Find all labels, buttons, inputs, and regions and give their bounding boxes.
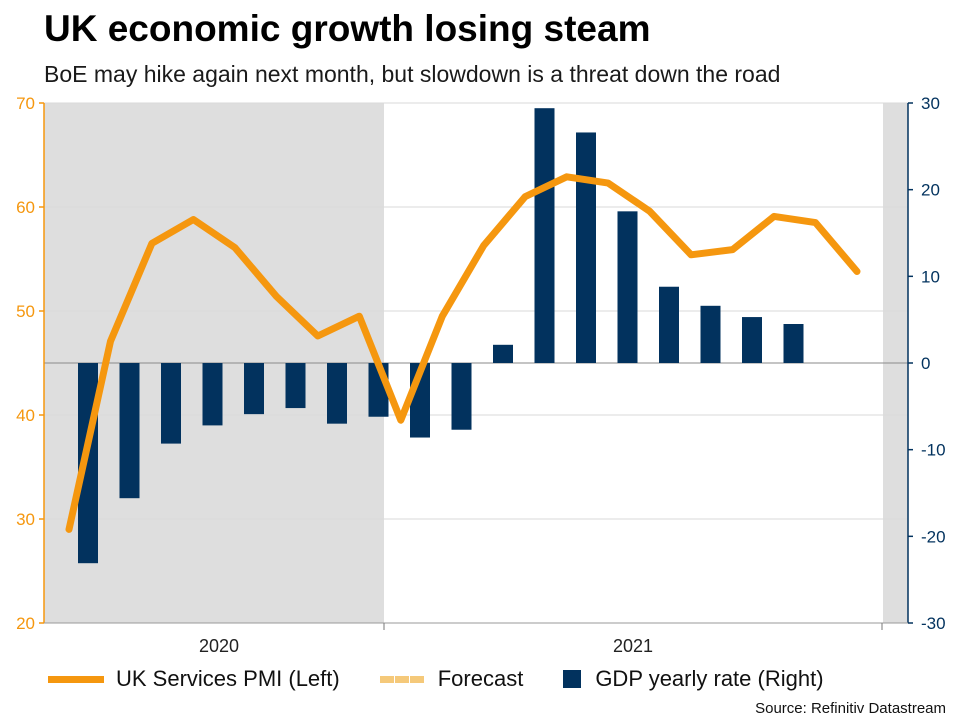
left-tick-label: 20 [16,614,35,633]
gdp-bar [576,132,596,363]
left-tick-label: 60 [16,198,35,217]
gdp-bar [700,305,721,363]
right-tick-label: -10 [921,441,946,460]
right-tick-label: 10 [921,267,940,286]
pmi-line-group [65,173,861,533]
legend-swatch-pmi [48,675,104,683]
x-tick-label: 2021 [613,636,653,656]
gdp-bar [285,363,306,409]
gdp-bar [161,363,181,444]
legend: UK Services PMI (Left) Forecast GDP year… [48,664,824,694]
gdp-bars [78,108,804,564]
x-tick-label: 2020 [199,636,239,656]
gdp-bar [493,344,513,363]
right-tick-label: -20 [921,527,946,546]
left-tick-label: 50 [16,302,35,321]
right-tick-label: 20 [921,181,940,200]
chart-subtitle: BoE may hike again next month, but slowd… [44,61,781,87]
gdp-bar [617,211,638,363]
left-tick-label: 30 [16,510,35,529]
left-tick-label: 70 [16,94,35,113]
gdp-bar [742,317,762,363]
tick-labels: 20 30 40 50 60 70 -30 -20 -10 0 10 20 30 2020 2021 [16,94,946,656]
right-tick-label: 0 [921,354,930,373]
legend-swatch-forecast [379,675,424,683]
legend-label-gdp: GDP yearly rate (Right) [595,666,824,691]
legend-item-pmi: UK Services PMI (Left) [48,666,340,692]
gdp-bar [119,363,140,499]
legend-swatch-gdp [563,670,582,688]
right-tick-label: -30 [921,614,946,633]
left-tick-label: 40 [16,406,35,425]
legend-label-pmi: UK Services PMI (Left) [116,666,340,691]
gdp-bar [244,363,264,415]
gdp-bar [659,286,679,363]
gdp-bar [327,363,347,424]
legend-item-gdp: GDP yearly rate (Right) [563,666,824,692]
gdp-bar [783,324,804,363]
gdp-bar [534,108,555,363]
chart-svg: 20 30 40 50 60 70 -30 -20 -10 0 10 20 30 2020 2021 [16,94,946,656]
source-note: Source: Refinitiv Datastream [755,700,946,717]
gdp-bar [202,363,223,426]
chart-title: UK economic growth losing steam [44,8,651,49]
right-tick-label: 30 [921,94,940,113]
legend-label-forecast: Forecast [437,666,524,691]
pmi-line [65,173,861,533]
gdp-bar [451,363,472,430]
legend-item-forecast: Forecast [379,666,524,692]
gridlines [44,102,908,520]
